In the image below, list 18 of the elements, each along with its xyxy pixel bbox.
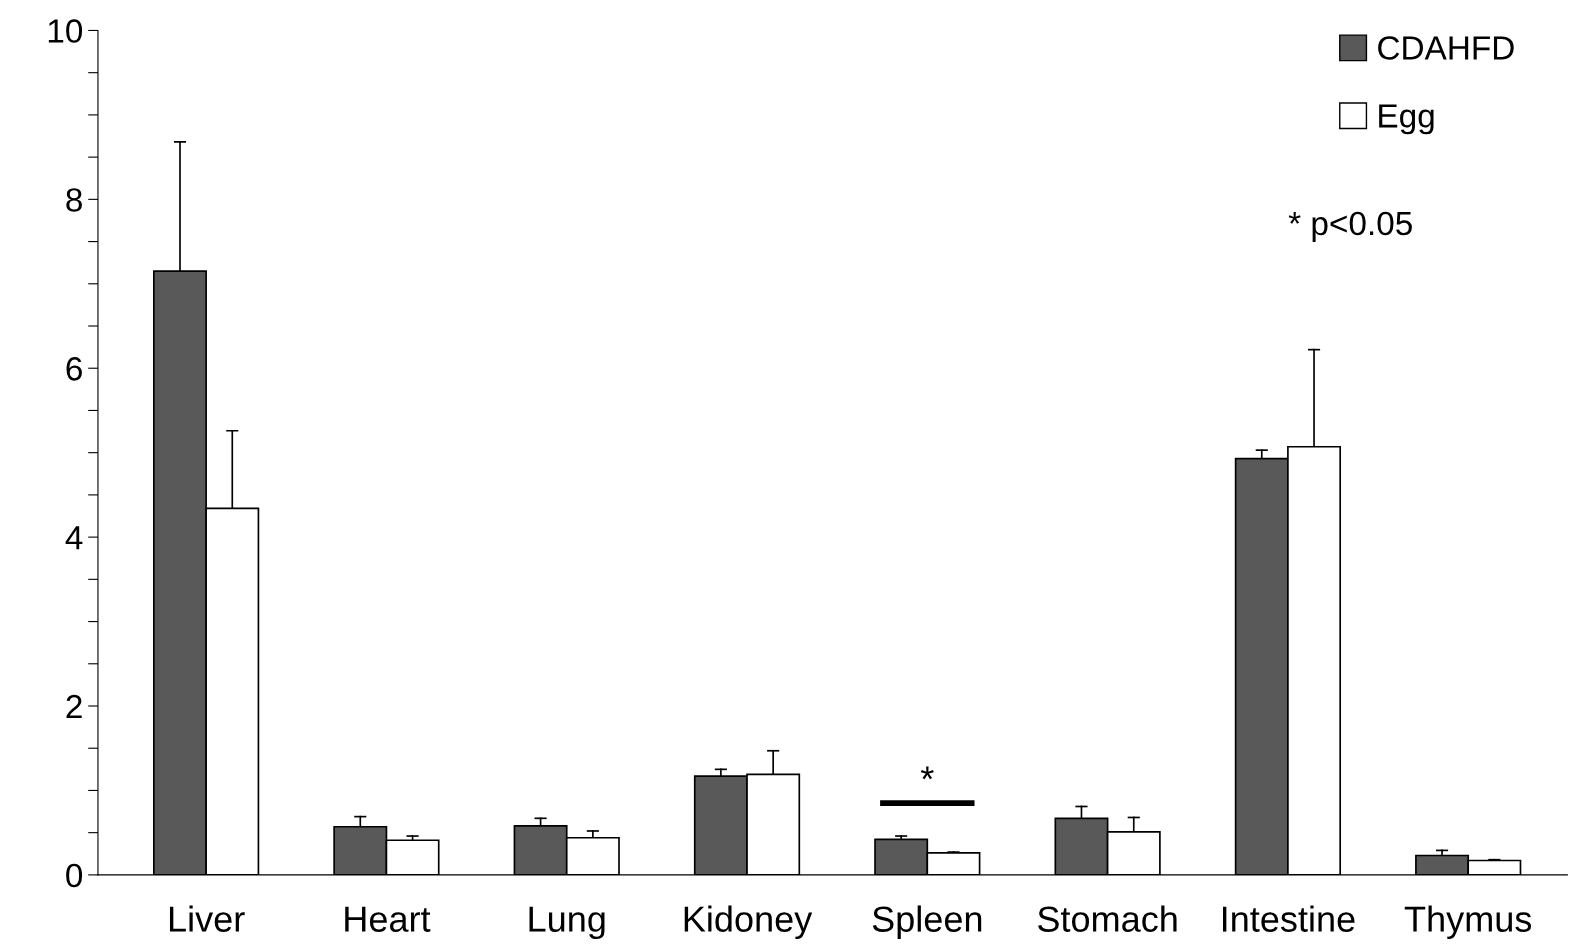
x-tick-label: Heart	[345, 906, 431, 932]
annotation: * p<0.05	[1288, 211, 1412, 242]
legend-label: Egg	[1379, 104, 1434, 135]
y-tick-label: 4	[65, 526, 83, 550]
x-tick-label: Spleen	[872, 905, 982, 940]
x-tick-label: Kidoney	[684, 905, 813, 940]
x-tick-label: Thymus	[1404, 905, 1532, 940]
y-tick-label: 10	[48, 19, 83, 43]
y-tick-label: 2	[66, 694, 82, 719]
x-tick-label: Intestine	[1222, 905, 1355, 932]
x-tick-label: Stomach	[1038, 905, 1177, 932]
y-tick-label: 8	[66, 188, 82, 212]
legend-label: CDAHFD	[1378, 36, 1514, 60]
x-tick-label: Liver	[169, 905, 245, 932]
y-tick-label: 0	[66, 863, 83, 888]
x-tick-label: Lung	[529, 906, 605, 940]
annotation: *	[920, 766, 934, 780]
y-tick-label: 6	[66, 357, 82, 381]
